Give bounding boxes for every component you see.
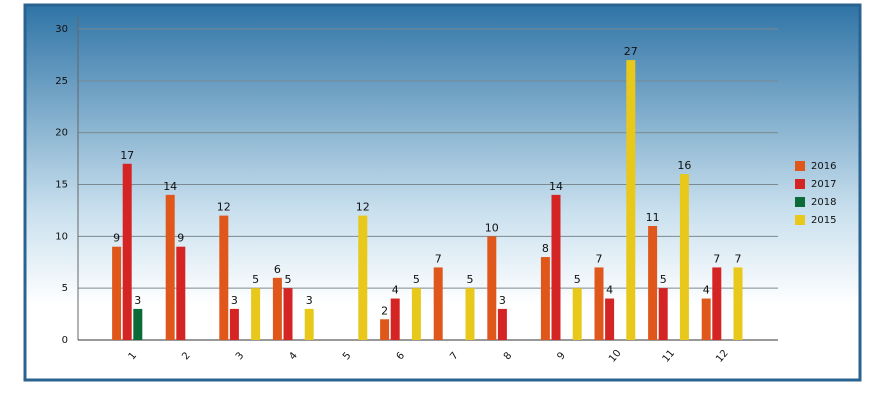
data-label: 7 (735, 252, 742, 265)
bar (229, 308, 239, 340)
bar (112, 246, 122, 340)
bar (465, 288, 475, 340)
data-label: 5 (252, 273, 259, 286)
data-label: 10 (485, 221, 499, 234)
x-tick-label: 4 (287, 350, 300, 362)
data-label: 16 (677, 159, 691, 172)
bar (283, 288, 293, 340)
bar (658, 288, 668, 340)
data-label: 5 (467, 273, 474, 286)
data-label: 4 (606, 284, 613, 297)
bar (165, 194, 175, 340)
data-label: 5 (413, 273, 420, 286)
data-label: 3 (231, 294, 238, 307)
bar (304, 308, 314, 340)
data-label: 8 (542, 242, 549, 255)
bar (176, 246, 186, 340)
bar (219, 215, 229, 340)
legend-label: 2018 (811, 197, 836, 208)
legend-swatch (795, 161, 805, 171)
data-label: 4 (703, 284, 710, 297)
data-label: 7 (435, 252, 442, 265)
legend-swatch (795, 197, 805, 207)
bar (712, 267, 722, 340)
data-label: 6 (274, 263, 281, 276)
legend-label: 2017 (811, 179, 836, 190)
bar (648, 225, 658, 340)
data-label: 3 (306, 294, 313, 307)
data-label: 27 (624, 45, 638, 58)
bar (679, 174, 689, 340)
y-tick-label: 10 (55, 231, 68, 242)
bar (733, 267, 743, 340)
bar (701, 298, 711, 340)
y-tick-label: 0 (62, 335, 68, 346)
bar (551, 194, 561, 340)
data-label: 12 (356, 201, 370, 214)
data-label: 5 (574, 273, 581, 286)
x-tick-label: 3 (234, 350, 247, 362)
data-label: 5 (285, 273, 292, 286)
y-tick-label: 20 (55, 128, 68, 139)
data-label: 7 (596, 252, 603, 265)
y-tick-label: 25 (55, 76, 68, 87)
data-label: 11 (646, 211, 660, 224)
bar (251, 288, 261, 340)
x-tick-label: 7 (448, 350, 461, 362)
bar (540, 257, 550, 340)
bar (133, 308, 143, 340)
bar (433, 267, 443, 340)
data-label: 14 (163, 180, 177, 193)
bar (572, 288, 582, 340)
data-label: 3 (134, 294, 141, 307)
data-label: 4 (392, 284, 399, 297)
y-tick-label: 5 (62, 283, 68, 294)
x-tick-label: 9 (555, 350, 568, 362)
bar (122, 163, 132, 340)
legend-label: 2016 (811, 161, 836, 172)
x-tick-label: 8 (502, 350, 515, 362)
data-label: 9 (177, 232, 184, 245)
data-label: 3 (499, 294, 506, 307)
x-tick-label: 6 (395, 350, 408, 362)
y-tick-label: 30 (55, 24, 68, 35)
x-tick-label: 1 (127, 350, 140, 362)
data-label: 5 (660, 273, 667, 286)
bar (358, 215, 368, 340)
bar (390, 298, 400, 340)
bar (594, 267, 604, 340)
data-label: 2 (381, 304, 388, 317)
bar (272, 277, 282, 340)
legend-label: 2015 (811, 215, 836, 226)
data-label: 12 (217, 201, 231, 214)
bar (605, 298, 615, 340)
data-label: 14 (549, 180, 563, 193)
data-label: 9 (113, 232, 120, 245)
x-tick-label: 2 (180, 350, 193, 362)
bar (487, 236, 497, 340)
bar (626, 60, 636, 340)
bar (380, 319, 390, 340)
data-label: 17 (120, 149, 134, 162)
bar (411, 288, 421, 340)
x-tick-label: 5 (341, 350, 354, 362)
bar (497, 308, 507, 340)
legend-swatch (795, 179, 805, 189)
legend-swatch (795, 215, 805, 225)
y-tick-label: 15 (55, 180, 68, 191)
data-label: 7 (713, 252, 720, 265)
